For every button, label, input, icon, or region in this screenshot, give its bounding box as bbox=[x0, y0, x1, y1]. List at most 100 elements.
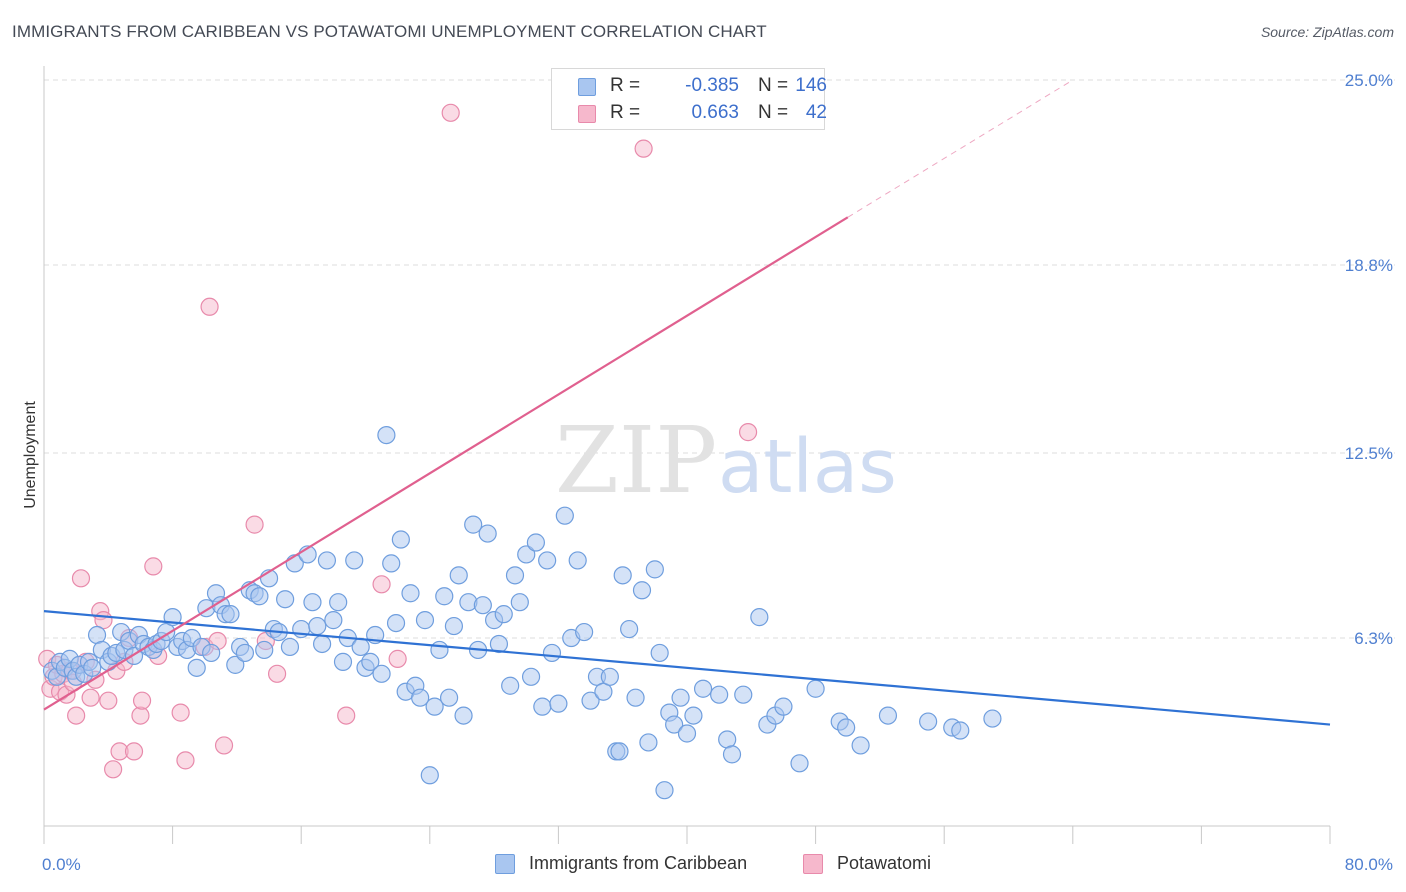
caribbean-point bbox=[510, 593, 529, 612]
caribbean-points bbox=[42, 425, 1002, 800]
potawatomi-point bbox=[214, 736, 234, 755]
caribbean-point bbox=[449, 566, 468, 585]
n-label: N = bbox=[758, 75, 789, 96]
caribbean-point bbox=[501, 676, 520, 695]
potawatomi-point bbox=[124, 742, 144, 761]
caribbean-point bbox=[613, 566, 632, 585]
potawatomi-point bbox=[372, 575, 391, 594]
caribbean-point bbox=[324, 611, 343, 630]
potawatomi-point bbox=[171, 703, 190, 722]
caribbean-point bbox=[521, 667, 541, 686]
caribbean-point bbox=[919, 712, 938, 731]
y-tick-label: 12.5% bbox=[1345, 444, 1393, 463]
caribbean-point bbox=[333, 652, 353, 671]
potawatomi-point bbox=[738, 423, 758, 442]
axes bbox=[43, 66, 1331, 844]
caribbean-point bbox=[435, 587, 454, 606]
potawatomi-point bbox=[337, 706, 356, 725]
caribbean-point bbox=[401, 584, 420, 603]
caribbean-point bbox=[600, 667, 619, 686]
potawatomi-legend-swatch bbox=[803, 854, 823, 874]
caribbean-point bbox=[575, 622, 594, 642]
caribbean-point bbox=[489, 634, 509, 654]
caribbean-point bbox=[280, 637, 300, 657]
caribbean-point bbox=[542, 643, 562, 663]
potawatomi-trend-extension bbox=[847, 79, 1074, 218]
caribbean-point bbox=[517, 545, 536, 564]
caribbean-point bbox=[722, 745, 742, 764]
caribbean-point bbox=[255, 640, 274, 660]
caribbean-point bbox=[250, 587, 269, 606]
caribbean-point bbox=[533, 697, 552, 716]
potawatomi-point bbox=[99, 691, 118, 710]
caribbean-point bbox=[983, 709, 1002, 728]
trend-lines bbox=[43, 79, 1331, 726]
watermark: ZIP atlas bbox=[555, 407, 897, 514]
caribbean-point bbox=[425, 697, 444, 716]
caribbean-point bbox=[226, 655, 245, 674]
caribbean-point bbox=[581, 691, 600, 710]
potawatomi-legend-label: Potawatomi bbox=[837, 853, 932, 873]
r-label: R = bbox=[610, 102, 641, 123]
caribbean-point bbox=[411, 688, 430, 707]
caribbean-point bbox=[568, 551, 587, 570]
caribbean-point bbox=[382, 554, 401, 573]
caribbean-point bbox=[276, 590, 295, 609]
caribbean-point bbox=[610, 742, 629, 761]
caribbean-point bbox=[202, 643, 221, 663]
x-tick-labels: 0.0% 80.0% bbox=[42, 855, 1393, 874]
caribbean-point bbox=[671, 688, 690, 707]
caribbean-point bbox=[187, 658, 206, 677]
caribbean-legend-swatch bbox=[495, 854, 515, 874]
caribbean-point bbox=[473, 596, 492, 615]
caribbean-point bbox=[505, 566, 525, 585]
potawatomi-point bbox=[144, 557, 163, 576]
caribbean-point bbox=[734, 685, 753, 704]
caribbean-point bbox=[303, 593, 322, 612]
x-tick-label: 80.0% bbox=[1345, 855, 1393, 874]
potawatomi-swatch bbox=[578, 105, 596, 123]
caribbean-point bbox=[549, 694, 568, 713]
potawatomi-point bbox=[104, 760, 123, 779]
caribbean-point bbox=[951, 721, 970, 740]
caribbean-point bbox=[750, 608, 769, 627]
potawatomi-point bbox=[67, 706, 86, 725]
caribbean-point bbox=[439, 688, 459, 707]
y-tick-labels: 6.3% 12.5% 18.8% 25.0% bbox=[1345, 71, 1393, 648]
caribbean-point bbox=[806, 679, 825, 698]
caribbean-point bbox=[361, 652, 380, 671]
caribbean-point bbox=[494, 605, 513, 624]
caribbean-point bbox=[665, 715, 684, 734]
potawatomi-point bbox=[245, 515, 264, 534]
r-label: R = bbox=[610, 75, 641, 96]
caribbean-point bbox=[420, 766, 439, 785]
caribbean-point bbox=[391, 530, 410, 549]
caribbean-point bbox=[415, 611, 435, 630]
caribbean-point bbox=[774, 697, 793, 716]
potawatomi-point bbox=[71, 569, 91, 588]
caribbean-point bbox=[221, 605, 240, 624]
caribbean-point bbox=[329, 593, 348, 612]
y-axis-label: Unemployment bbox=[22, 401, 39, 509]
caribbean-point bbox=[430, 640, 449, 660]
caribbean-point bbox=[478, 524, 497, 543]
potawatomi-point bbox=[634, 139, 653, 158]
n-value: 146 bbox=[795, 75, 827, 96]
chart-title: IMMIGRANTS FROM CARIBBEAN VS POTAWATOMI … bbox=[12, 22, 767, 41]
y-tick-label: 6.3% bbox=[1354, 629, 1393, 648]
potawatomi-point bbox=[441, 103, 460, 122]
caribbean-point bbox=[351, 637, 370, 657]
caribbean-point bbox=[555, 506, 574, 525]
caribbean-point bbox=[372, 664, 391, 683]
caribbean-point bbox=[710, 685, 729, 704]
caribbean-point bbox=[386, 613, 406, 633]
source-label: Source: ZipAtlas.com bbox=[1260, 24, 1394, 40]
caribbean-point bbox=[526, 533, 545, 552]
correlation-legend: R = -0.385 N = 146 R = 0.663 N = 42 bbox=[551, 68, 827, 130]
caribbean-point bbox=[345, 551, 364, 570]
caribbean-point bbox=[317, 551, 337, 570]
potawatomi-trend-line bbox=[43, 216, 849, 711]
caribbean-point bbox=[312, 634, 332, 654]
caribbean-point bbox=[308, 616, 327, 636]
caribbean-point bbox=[454, 706, 473, 725]
